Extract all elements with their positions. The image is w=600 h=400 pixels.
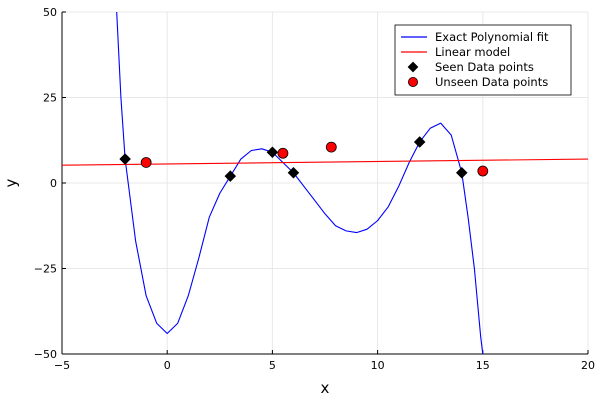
y-axis-title: y [2, 178, 20, 187]
seen-data-point [455, 166, 468, 179]
x-tick-label: 20 [581, 359, 595, 372]
unseen-data-point [140, 157, 152, 168]
y-tick-label: 0 [50, 177, 57, 190]
x-tick-label: 5 [269, 359, 276, 372]
legend-swatch [407, 77, 418, 88]
x-tick-label: 15 [476, 359, 490, 372]
marker-layer [119, 136, 489, 182]
legend-swatch [407, 61, 419, 73]
seen-data-point [413, 136, 426, 148]
x-tick-label: 0 [164, 359, 171, 372]
x-axis-title: x [321, 379, 330, 397]
unseen-data-point [325, 141, 337, 153]
unseen-data-point [277, 147, 289, 159]
legend-label: Linear model [435, 45, 510, 59]
y-tick-label: −50 [34, 348, 57, 361]
seen-data-point [287, 166, 300, 179]
y-tick-label: 25 [43, 92, 57, 105]
y-tick-label: 50 [43, 6, 57, 19]
seen-data-point [224, 170, 237, 182]
y-tick-label: −25 [34, 263, 57, 276]
seen-data-point [119, 153, 131, 165]
legend-label: Seen Data points [435, 60, 534, 74]
seen-data-point [266, 146, 279, 158]
x-tick-label: −5 [54, 359, 70, 372]
x-tick-label: 10 [371, 359, 385, 372]
unseen-data-point [477, 165, 489, 177]
legend-label: Exact Polynomial fit [435, 30, 549, 44]
legend-label: Unseen Data points [435, 75, 548, 89]
polynomial-fit-line [116, 12, 484, 354]
